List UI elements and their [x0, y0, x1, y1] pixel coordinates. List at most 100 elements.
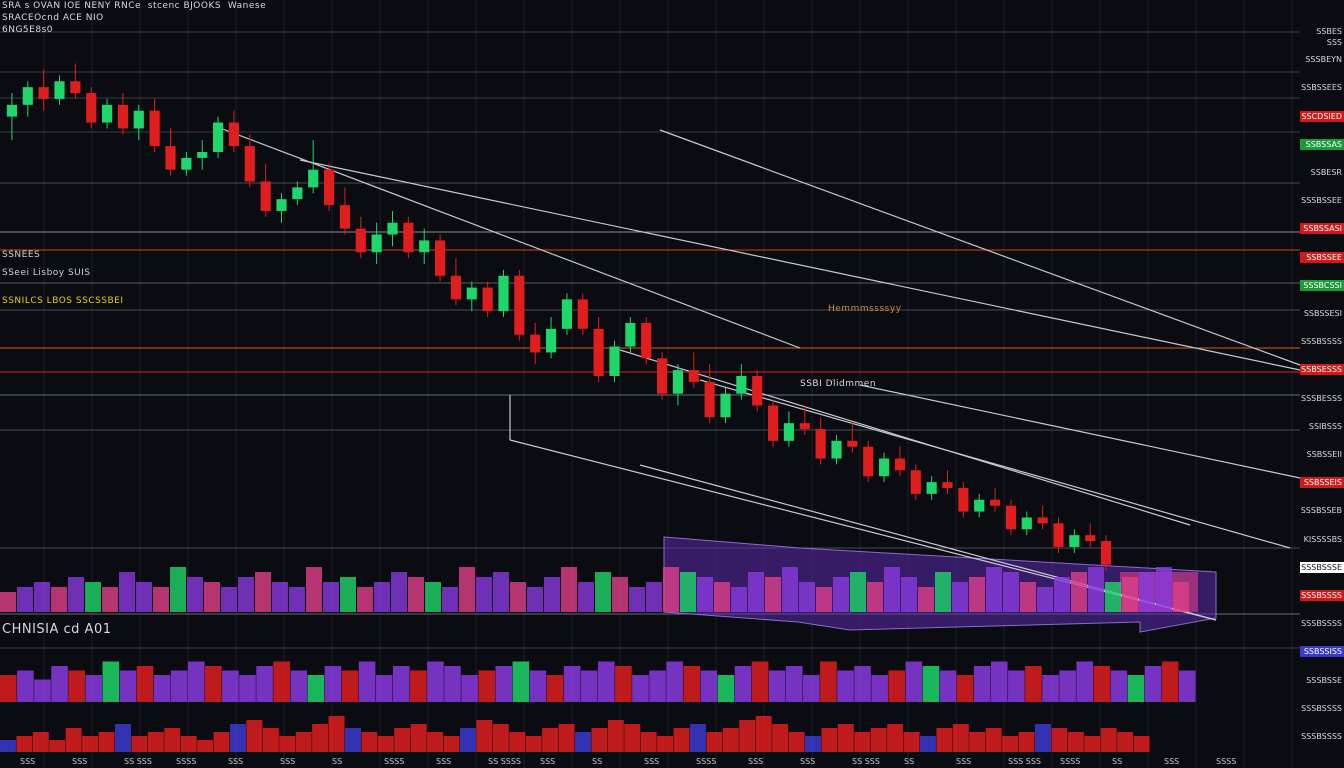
histogram-bar [722, 728, 739, 752]
candle-body [767, 405, 779, 441]
oscillator-bar [803, 675, 820, 702]
oscillator-bar [598, 661, 615, 702]
volume-bar [561, 567, 577, 612]
oscillator-bar [461, 675, 478, 702]
histogram-bar [591, 728, 608, 752]
volume-bar [136, 582, 152, 612]
x-axis-label: SSS [280, 757, 296, 766]
volume-bar [85, 582, 101, 612]
volume-bar [629, 587, 645, 612]
x-axis-label: SS SSS [852, 757, 880, 766]
volume-bar [544, 577, 560, 612]
volume-bar [374, 582, 390, 612]
price-tag: SSSBSSSE [1300, 561, 1344, 573]
histogram-bar [410, 724, 427, 752]
histogram-bar [82, 736, 99, 752]
x-axis-label: SS SSSS [488, 757, 522, 766]
oscillator-bars [0, 661, 1196, 702]
candle-body [815, 429, 826, 459]
volume-bar [986, 567, 1002, 612]
x-axis-label: SS [904, 757, 915, 766]
x-axis-label: SSSS [176, 757, 197, 766]
oscillator-bar [973, 666, 991, 702]
histogram-bar [525, 736, 542, 752]
volume-bar [153, 587, 169, 612]
histogram-bar [558, 724, 575, 752]
price-tag: SSBSESSS [1300, 364, 1344, 376]
candle-body [419, 240, 430, 253]
oscillator-bar [410, 670, 427, 702]
candle-body [609, 346, 620, 376]
chart-grid [43, 0, 1293, 768]
mid-annotation-1: Hemmmssssyy [828, 304, 902, 314]
x-axis-label: SSS [540, 757, 556, 766]
oscillator-bar [273, 661, 290, 702]
x-axis-label: SSSS [696, 757, 717, 766]
volume-bar [799, 582, 815, 612]
price-tag: SSBSSEES [1301, 83, 1342, 93]
oscillator-bar [170, 670, 188, 702]
histogram-bar [657, 736, 674, 752]
volume-bar [289, 587, 305, 612]
volume-bar [323, 582, 339, 612]
candle-body [101, 104, 113, 123]
oscillator-bar [563, 666, 581, 702]
histogram-bar [985, 728, 1002, 752]
oscillator-bar [922, 666, 940, 702]
volume-bar [612, 577, 628, 612]
candle-body [736, 376, 747, 394]
candle-body [926, 482, 937, 494]
x-axis-label: SSS [748, 757, 764, 766]
candle-body [339, 205, 351, 229]
oscillator-bar [17, 670, 34, 702]
volume-bar [1088, 567, 1104, 612]
candle-body [323, 169, 335, 206]
x-axis-label: SS [592, 757, 603, 766]
volume-bar [731, 587, 747, 612]
oscillator-bar [632, 675, 649, 702]
volume-bar [357, 587, 373, 612]
volume-bar [0, 592, 16, 612]
histogram-bar [575, 732, 591, 752]
histogram-bar [788, 732, 805, 752]
oscillator-bar [290, 670, 308, 702]
histogram-bar [1133, 736, 1150, 752]
volume-bar [578, 582, 594, 612]
oscillator-bar [700, 670, 718, 702]
volume-bar [527, 587, 543, 612]
trend-line [619, 349, 1191, 526]
oscillator-bar [392, 666, 410, 702]
histogram-bar [673, 728, 690, 752]
volume-bar [663, 567, 679, 612]
oscillator-bar [751, 661, 769, 702]
oscillator-bar [358, 661, 376, 702]
volume-bar [238, 577, 254, 612]
candle-body [6, 104, 18, 117]
histogram-bar [443, 736, 460, 752]
price-tag: SSCDSIED [1300, 110, 1344, 122]
histogram-bar [213, 732, 230, 752]
candle-body [244, 146, 255, 182]
volume-bar [969, 577, 985, 612]
x-axis-label: SSS [800, 757, 816, 766]
histogram-bar [739, 720, 756, 752]
candle-body [641, 322, 652, 359]
volume-bar [442, 587, 458, 612]
price-tag: SSBES SSS [1316, 27, 1342, 47]
volume-bar [119, 572, 135, 612]
oscillator-bar [136, 666, 154, 702]
histogram-bar [98, 732, 115, 752]
volume-bar [102, 587, 118, 612]
volume-bar [816, 587, 832, 612]
candle-body [1053, 523, 1064, 547]
price-tag: SSBSSEE [1300, 251, 1344, 263]
candle-body [450, 275, 462, 300]
oscillator-bar [307, 675, 325, 702]
price-tag: SSSBEYN [1305, 55, 1342, 65]
histogram-bar [640, 732, 657, 752]
volume-bar [221, 587, 237, 612]
volume-bar [340, 577, 356, 612]
candle-body [593, 328, 604, 376]
volume-bars [0, 567, 1189, 612]
